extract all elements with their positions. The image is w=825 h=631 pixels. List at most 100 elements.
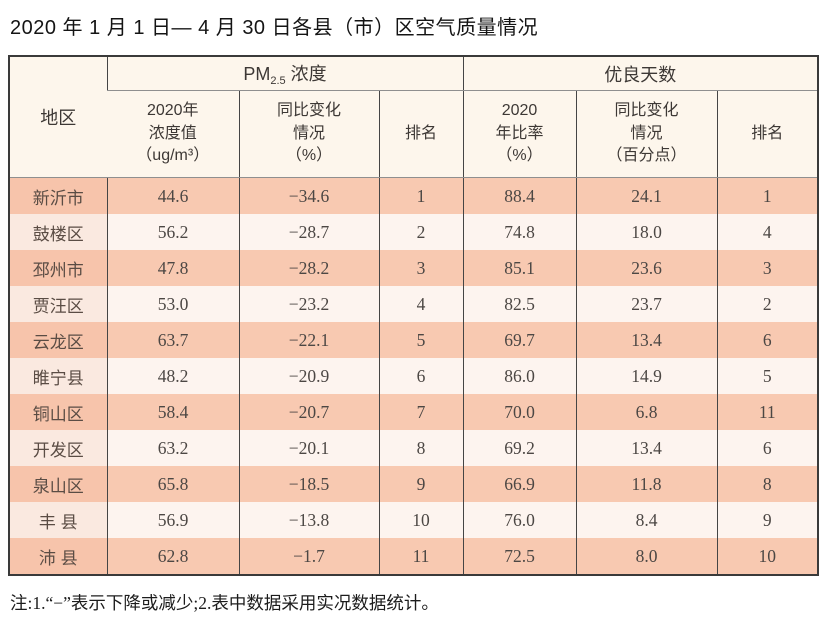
days-change-cell: 8.0 bbox=[575, 538, 717, 575]
pm-rank-cell: 1 bbox=[378, 177, 463, 214]
pm-rank-cell: 11 bbox=[378, 538, 463, 575]
region-cell: 开发区 bbox=[9, 430, 107, 466]
pm-change-cell: −28.2 bbox=[238, 250, 379, 286]
days-rank-cell: 4 bbox=[716, 214, 819, 250]
pm-change-cell: −20.9 bbox=[238, 358, 379, 394]
days-change-cell: 13.4 bbox=[575, 430, 717, 466]
days-rank-cell: 6 bbox=[716, 322, 819, 358]
pm-value-cell: 56.2 bbox=[106, 214, 239, 250]
pm-value-cell: 47.8 bbox=[106, 250, 239, 286]
column-header-days-rate: 2020 年比率 （%） bbox=[462, 90, 576, 178]
days-rank-cell: 10 bbox=[716, 538, 819, 575]
days-rate-cell: 74.8 bbox=[462, 214, 576, 250]
days-rate-cell: 69.2 bbox=[462, 430, 576, 466]
pm-value-cell: 65.8 bbox=[106, 466, 239, 502]
column-header-days-rank: 排名 bbox=[716, 90, 819, 178]
days-rate-cell: 76.0 bbox=[462, 502, 576, 538]
days-rate-cell: 69.7 bbox=[462, 322, 576, 358]
pm-value-cell: 53.0 bbox=[106, 286, 239, 322]
table-row: 睢宁县 48.2 −20.9 6 86.0 14.9 5 bbox=[9, 358, 819, 394]
days-rank-cell: 3 bbox=[716, 250, 819, 286]
pm-change-cell: −18.5 bbox=[238, 466, 379, 502]
pm-rank-cell: 3 bbox=[378, 250, 463, 286]
pm-label: PM bbox=[243, 64, 271, 84]
days-rank-cell: 1 bbox=[716, 177, 819, 214]
pm-rank-cell: 10 bbox=[378, 502, 463, 538]
pm-rank-cell: 8 bbox=[378, 430, 463, 466]
region-cell: 邳州市 bbox=[9, 250, 107, 286]
region-cell: 泉山区 bbox=[9, 466, 107, 502]
days-rank-cell: 8 bbox=[716, 466, 819, 502]
region-cell: 沛 县 bbox=[9, 538, 107, 575]
days-change-cell: 6.8 bbox=[575, 394, 717, 430]
table-row: 铜山区 58.4 −20.7 7 70.0 6.8 11 bbox=[9, 394, 819, 430]
page-title: 2020 年 1 月 1 日— 4 月 30 日各县（市）区空气质量情况 bbox=[10, 17, 539, 39]
region-cell: 云龙区 bbox=[9, 322, 107, 358]
table-row: 泉山区 65.8 −18.5 9 66.9 11.8 8 bbox=[9, 466, 819, 502]
days-rate-cell: 72.5 bbox=[462, 538, 576, 575]
pm-value-cell: 56.9 bbox=[106, 502, 239, 538]
pm-rank-cell: 9 bbox=[378, 466, 463, 502]
region-cell: 睢宁县 bbox=[9, 358, 107, 394]
group-header-pm25: PM2.5 浓度 bbox=[106, 56, 463, 91]
pm-rank-cell: 2 bbox=[378, 214, 463, 250]
table-row: 鼓楼区 56.2 −28.7 2 74.8 18.0 4 bbox=[9, 214, 819, 250]
days-rank-cell: 5 bbox=[716, 358, 819, 394]
days-change-cell: 18.0 bbox=[575, 214, 717, 250]
days-rate-cell: 85.1 bbox=[462, 250, 576, 286]
days-rate-cell: 86.0 bbox=[462, 358, 576, 394]
days-rank-cell: 11 bbox=[716, 394, 819, 430]
table-row: 邳州市 47.8 −28.2 3 85.1 23.6 3 bbox=[9, 250, 819, 286]
table-row: 贾汪区 53.0 −23.2 4 82.5 23.7 2 bbox=[9, 286, 819, 322]
days-rate-cell: 88.4 bbox=[462, 177, 576, 214]
days-rank-cell: 9 bbox=[716, 502, 819, 538]
region-cell: 新沂市 bbox=[9, 177, 107, 214]
days-change-cell: 24.1 bbox=[575, 177, 717, 214]
column-header-pm-value: 2020年 浓度值 （ug/m³） bbox=[107, 90, 239, 178]
pm-change-cell: −20.7 bbox=[238, 394, 379, 430]
table-row: 云龙区 63.7 −22.1 5 69.7 13.4 6 bbox=[9, 322, 819, 358]
pm-value-cell: 62.8 bbox=[106, 538, 239, 575]
days-rate-cell: 66.9 bbox=[462, 466, 576, 502]
table-body: 新沂市 44.6 −34.6 1 88.4 24.1 1 鼓楼区 56.2 −2… bbox=[9, 177, 819, 575]
days-rank-cell: 6 bbox=[716, 430, 819, 466]
table-header: 地区 PM2.5 浓度 优良天数 2020年 浓度值 （ug/m³） 同比变化 … bbox=[9, 56, 819, 178]
region-cell: 丰 县 bbox=[9, 502, 107, 538]
days-change-cell: 8.4 bbox=[575, 502, 717, 538]
days-change-cell: 11.8 bbox=[575, 466, 717, 502]
pm-value-cell: 58.4 bbox=[106, 394, 239, 430]
pm-change-cell: −13.8 bbox=[238, 502, 379, 538]
pm-change-cell: −34.6 bbox=[238, 177, 379, 214]
days-change-cell: 14.9 bbox=[575, 358, 717, 394]
days-change-cell: 23.6 bbox=[575, 250, 717, 286]
pm-rank-cell: 4 bbox=[378, 286, 463, 322]
region-cell: 铜山区 bbox=[9, 394, 107, 430]
air-quality-table: 地区 PM2.5 浓度 优良天数 2020年 浓度值 （ug/m³） 同比变化 … bbox=[8, 55, 820, 576]
days-change-cell: 13.4 bbox=[575, 322, 717, 358]
pm-change-cell: −20.1 bbox=[238, 430, 379, 466]
pm-rank-cell: 6 bbox=[378, 358, 463, 394]
table-row: 沛 县 62.8 −1.7 11 72.5 8.0 10 bbox=[9, 538, 819, 575]
pm-change-cell: −28.7 bbox=[238, 214, 379, 250]
pm-suffix: 浓度 bbox=[285, 64, 327, 84]
pm-change-cell: −23.2 bbox=[238, 286, 379, 322]
pm-value-cell: 63.2 bbox=[106, 430, 239, 466]
pm-change-cell: −1.7 bbox=[238, 538, 379, 575]
column-header-region: 地区 bbox=[9, 56, 107, 178]
days-change-cell: 23.7 bbox=[575, 286, 717, 322]
column-header-pm-change: 同比变化 情况 （%） bbox=[238, 90, 379, 178]
pm-subscript: 2.5 bbox=[270, 75, 286, 87]
days-rank-cell: 2 bbox=[716, 286, 819, 322]
group-header-good-days: 优良天数 bbox=[462, 56, 819, 91]
days-rate-cell: 70.0 bbox=[462, 394, 576, 430]
column-header-pm-rank: 排名 bbox=[378, 90, 463, 178]
pm-value-cell: 63.7 bbox=[106, 322, 239, 358]
region-cell: 贾汪区 bbox=[9, 286, 107, 322]
pm-rank-cell: 5 bbox=[378, 322, 463, 358]
pm-rank-cell: 7 bbox=[378, 394, 463, 430]
days-rate-cell: 82.5 bbox=[462, 286, 576, 322]
region-cell: 鼓楼区 bbox=[9, 214, 107, 250]
table-row: 丰 县 56.9 −13.8 10 76.0 8.4 9 bbox=[9, 502, 819, 538]
pm-change-cell: −22.1 bbox=[238, 322, 379, 358]
table-row: 开发区 63.2 −20.1 8 69.2 13.4 6 bbox=[9, 430, 819, 466]
